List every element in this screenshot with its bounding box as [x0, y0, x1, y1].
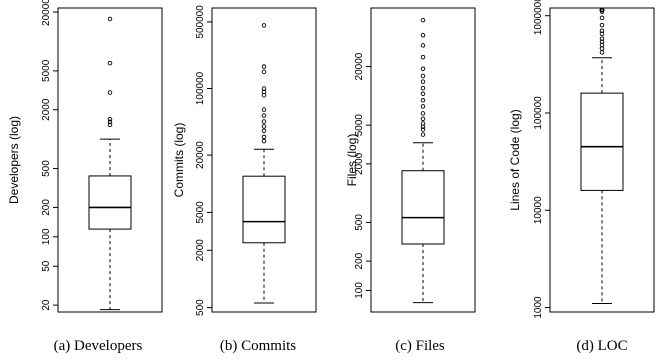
y-tick-label: 100	[354, 282, 365, 299]
iqr-box	[580, 92, 624, 191]
y-tick-label: 50	[41, 260, 52, 272]
y-tick-label: 5000	[354, 114, 365, 137]
outlier-point	[599, 7, 605, 13]
outlier-point	[420, 79, 426, 84]
y-axis-label: Files (log)	[345, 134, 359, 187]
y-axis-label: Lines of Code (log)	[508, 109, 522, 210]
boxplot-panel-3: 1000 10000 100000 1000000 Lines of Code (log…	[508, 0, 655, 354]
y-tick-label: 100000	[195, 71, 206, 105]
outlier-point	[107, 90, 113, 95]
outlier-point	[420, 104, 426, 109]
outlier-point	[261, 86, 267, 91]
subfigure-caption: (d) LOC	[576, 338, 627, 354]
y-tick-label: 1000000	[533, 0, 544, 35]
y-tick-label: 500000	[195, 5, 206, 39]
outlier-point	[261, 124, 267, 129]
outlier-point	[420, 121, 426, 126]
outlier-point	[599, 9, 605, 14]
outlier-point	[599, 28, 605, 34]
outlier-point	[420, 85, 426, 91]
y-tick-label: 20000	[41, 0, 52, 26]
y-tick-label: 100000	[533, 96, 544, 130]
outlier-point	[261, 138, 267, 144]
y-tick-label: 10000	[533, 196, 544, 224]
outlier-point	[261, 128, 267, 133]
subfigure-caption: (a) Developers	[54, 338, 143, 354]
outlier-point	[107, 116, 113, 122]
plot-frame	[370, 7, 476, 313]
outlier-point	[261, 113, 267, 118]
outlier-point	[261, 107, 267, 112]
outlier-point	[420, 32, 426, 38]
outlier-point	[107, 60, 113, 66]
y-tick-label: 20	[41, 299, 52, 311]
outlier-point	[107, 16, 113, 22]
outlier-point	[420, 17, 426, 23]
outlier-point	[261, 134, 267, 140]
boxplot-panel-2: 100 200 500 2000 5000 20000 Files (log) (c) Fil…	[345, 7, 476, 354]
outlier-point	[261, 64, 267, 69]
outlier-point	[599, 22, 605, 28]
outlier-point	[420, 73, 426, 79]
y-tick-label: 100	[41, 228, 52, 245]
outlier-point	[420, 111, 426, 116]
iqr-box	[88, 175, 132, 230]
iqr-box	[242, 175, 286, 244]
outlier-point	[599, 31, 605, 37]
y-tick-label: 20000	[354, 52, 365, 80]
y-tick-label: 500	[354, 214, 365, 231]
y-axis-label: Commits (log)	[172, 123, 186, 198]
outlier-point	[420, 127, 426, 132]
y-tick-label: 500	[195, 299, 206, 316]
outlier-point	[107, 119, 113, 125]
outlier-point	[599, 36, 605, 41]
y-tick-label: 500	[41, 160, 52, 177]
boxplot-panel-0: 20 50 100 200 500 2000 5000 20000 Developers (lo…	[7, 0, 163, 354]
y-tick-label: 5000	[41, 59, 52, 82]
outlier-point	[107, 122, 113, 128]
y-axis-label: Developers (log)	[7, 116, 21, 204]
outlier-point	[420, 54, 426, 60]
outlier-point	[420, 43, 426, 48]
y-tick-label: 2000	[195, 239, 206, 262]
outlier-point	[261, 23, 267, 28]
plot-frame	[211, 7, 317, 313]
y-tick-label: 2000	[354, 152, 365, 175]
outlier-point	[420, 66, 426, 71]
iqr-box	[401, 170, 445, 245]
outlier-point	[261, 119, 267, 124]
outlier-point	[599, 46, 605, 51]
plot-frame	[57, 7, 163, 313]
outlier-point	[599, 50, 605, 55]
outlier-point	[420, 98, 426, 103]
subfigure-caption: (b) Commits	[220, 338, 296, 354]
boxplot-panel-1: 500 2000 5000 20000 100000 500000 Commits (log…	[172, 5, 317, 354]
subfigure-caption: (c) Files	[395, 338, 445, 354]
y-tick-label: 20000	[195, 141, 206, 169]
outlier-point	[420, 116, 426, 122]
y-tick-label: 5000	[195, 201, 206, 224]
y-tick-label: 2000	[41, 98, 52, 121]
outlier-point	[420, 132, 426, 137]
outlier-point	[261, 69, 267, 74]
y-tick-label: 200	[354, 252, 365, 269]
outlier-point	[599, 15, 605, 21]
outlier-point	[420, 91, 426, 97]
y-tick-label: 1000	[533, 296, 544, 319]
outlier-point	[599, 39, 605, 44]
y-tick-label: 200	[41, 199, 52, 216]
